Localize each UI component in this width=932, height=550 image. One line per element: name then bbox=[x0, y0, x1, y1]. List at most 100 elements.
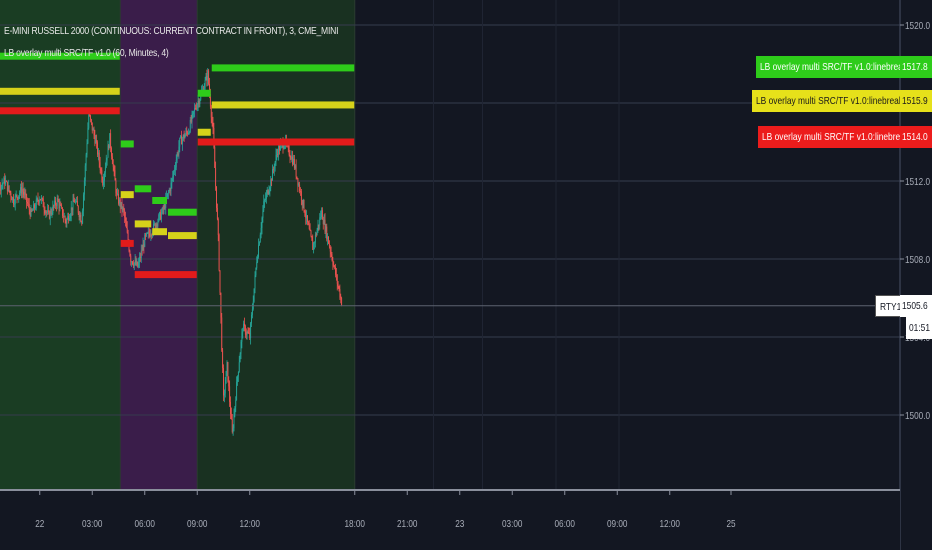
candle-body bbox=[315, 234, 317, 236]
candle-body bbox=[318, 224, 320, 226]
symbol-price-label-name: RTY1! bbox=[880, 300, 901, 313]
price-label-linebreak-low[interactable]: LB overlay multi SRC/TF v1.0:linebreak_l… bbox=[758, 126, 900, 148]
candle-body bbox=[33, 204, 35, 211]
candle-body bbox=[138, 262, 140, 267]
candle-body bbox=[120, 201, 122, 207]
candle-body bbox=[76, 200, 77, 202]
candle-body bbox=[329, 246, 331, 252]
candle-body bbox=[303, 199, 305, 212]
candle-body bbox=[82, 210, 84, 224]
candle-body bbox=[105, 160, 107, 168]
candle-body bbox=[293, 158, 295, 168]
candle-body bbox=[144, 234, 146, 247]
time-tick-label: 12:00 bbox=[240, 518, 260, 529]
price-tick-label: 1512.0 bbox=[905, 176, 930, 187]
candle-body bbox=[41, 198, 42, 201]
candle-body bbox=[240, 341, 242, 354]
candle-body bbox=[173, 171, 175, 177]
linebreak-series bbox=[0, 52, 900, 307]
candle-body bbox=[223, 368, 224, 396]
candle-body bbox=[15, 194, 17, 196]
candle-body bbox=[164, 204, 166, 208]
candle-body bbox=[207, 70, 209, 81]
series-linebreak_high-segment bbox=[0, 52, 120, 60]
candle-body bbox=[328, 243, 330, 247]
candle-body bbox=[113, 166, 115, 171]
candle-body bbox=[59, 204, 61, 209]
chart-grid bbox=[0, 0, 900, 490]
symbol-price-label[interactable]: RTY1! bbox=[875, 294, 901, 317]
candle-body bbox=[126, 227, 128, 233]
candle-body bbox=[232, 428, 234, 433]
candle-body bbox=[148, 231, 150, 234]
candle-body bbox=[338, 286, 340, 290]
candle-body bbox=[125, 217, 126, 222]
candle-body bbox=[85, 154, 87, 166]
candle-body bbox=[20, 187, 21, 193]
candle-body bbox=[121, 201, 123, 211]
candle-body bbox=[230, 414, 232, 420]
candle-body bbox=[156, 224, 158, 227]
candle-body bbox=[279, 145, 280, 151]
candle-body bbox=[204, 80, 206, 88]
price-label-linebreak-high[interactable]: LB overlay multi SRC/TF v1.0:linebreak_h… bbox=[756, 56, 900, 78]
candle-body bbox=[110, 133, 112, 149]
series-linebreak_low-segment bbox=[134, 271, 197, 279]
candle-body bbox=[326, 226, 328, 240]
candle-body bbox=[66, 219, 68, 224]
candle-body bbox=[81, 221, 83, 224]
candle-body bbox=[24, 193, 26, 195]
candle-body bbox=[71, 207, 73, 211]
candle-body bbox=[94, 135, 96, 144]
candle-body bbox=[131, 261, 133, 263]
candle-body bbox=[145, 234, 147, 236]
candle-body bbox=[167, 192, 169, 194]
candle-body bbox=[73, 199, 75, 202]
time-tick-label: 03:00 bbox=[82, 518, 102, 529]
candle-body bbox=[272, 168, 273, 181]
candle-body bbox=[220, 292, 222, 318]
candle-body bbox=[256, 262, 258, 268]
candle-body bbox=[72, 199, 74, 211]
candle-body bbox=[255, 267, 257, 276]
candle-body bbox=[50, 210, 52, 214]
price-label-linebreak-ohlc4[interactable]: LB overlay multi SRC/TF v1.0:linebreak_o… bbox=[752, 90, 900, 112]
price-label-value: 1517.8 bbox=[900, 56, 932, 78]
candle-body bbox=[239, 353, 241, 363]
price-label-value-text: 1515.9 bbox=[902, 95, 928, 107]
candle-body bbox=[218, 234, 220, 271]
candle-body bbox=[53, 205, 55, 207]
time-tick-label: 18:00 bbox=[345, 518, 365, 529]
candle-body bbox=[188, 132, 189, 135]
candle-body bbox=[55, 200, 56, 206]
candle-body bbox=[245, 334, 247, 336]
study-legend[interactable]: LB overlay multi SRC/TF v1.0 (60, Minute… bbox=[4, 47, 169, 59]
candle-body bbox=[92, 129, 94, 131]
candle-body bbox=[62, 207, 63, 216]
candle-body bbox=[295, 165, 297, 177]
candle-body bbox=[223, 393, 225, 396]
candle-body bbox=[227, 361, 229, 382]
candle-body bbox=[54, 200, 56, 206]
candle-body bbox=[141, 250, 143, 252]
candle-body bbox=[302, 199, 304, 205]
candle-body bbox=[28, 204, 30, 210]
candle-body bbox=[178, 146, 180, 154]
candle-body bbox=[222, 350, 224, 369]
candle-body bbox=[7, 185, 9, 191]
candle-body bbox=[88, 114, 90, 129]
candle-body bbox=[186, 131, 188, 133]
candle-body bbox=[170, 182, 172, 192]
session-band-session_rth bbox=[197, 0, 355, 490]
time-axis[interactable]: 22 03:00 06:00 09:00 12:00 18:00 21:00 23 03:00 0… bbox=[0, 489, 900, 550]
candle-body bbox=[76, 200, 78, 207]
candle-body bbox=[97, 142, 98, 155]
candle-body bbox=[14, 195, 16, 205]
candle-body bbox=[139, 257, 141, 258]
candle-body bbox=[250, 323, 252, 339]
candle-body bbox=[334, 265, 336, 267]
candle-body bbox=[277, 153, 279, 155]
symbol-title[interactable]: E-MINI RUSSELL 2000 (CONTINUOUS: CURRENT… bbox=[4, 25, 339, 37]
